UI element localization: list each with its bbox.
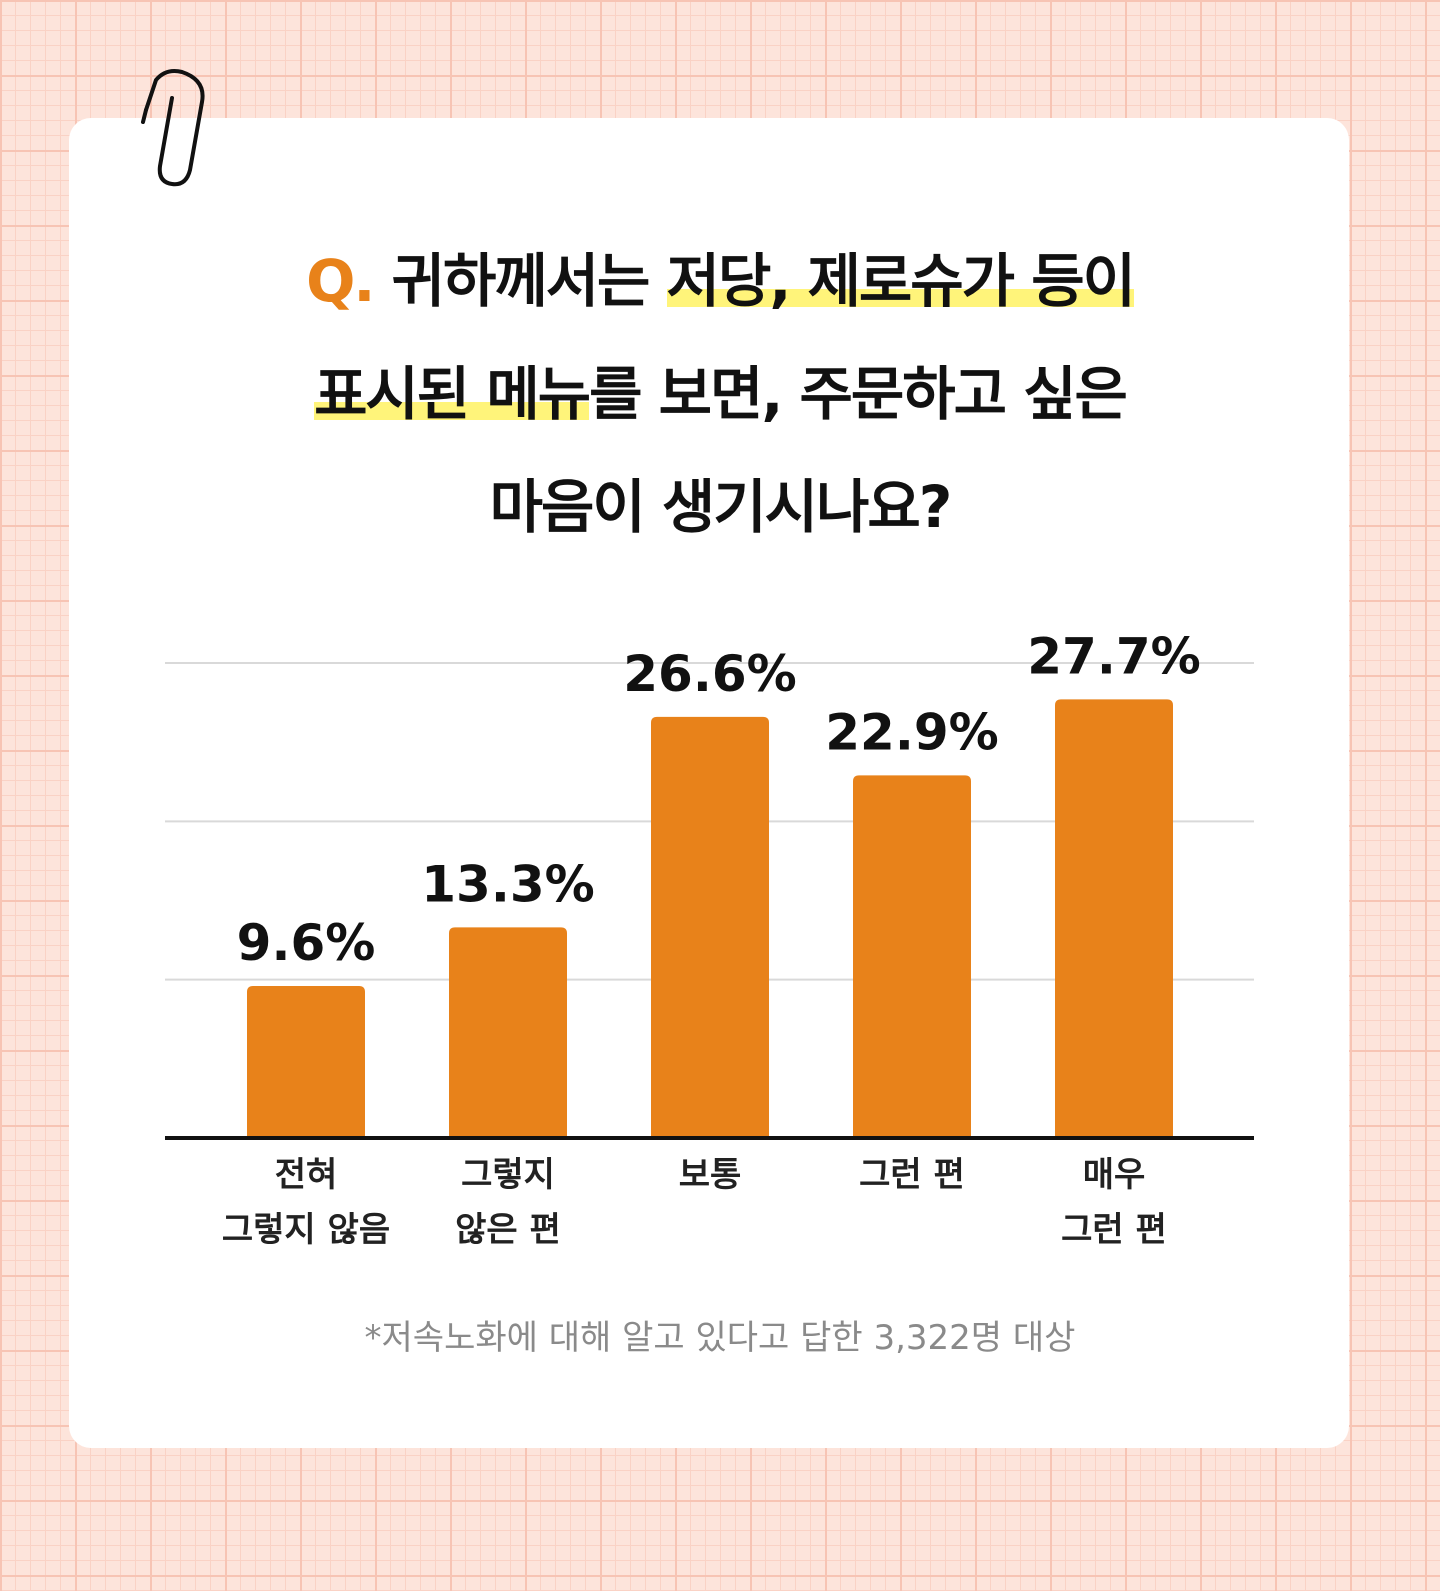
value-label: 27.7% bbox=[1027, 627, 1200, 685]
title-part: 귀하께서는 bbox=[391, 247, 651, 315]
bar bbox=[1055, 699, 1173, 1138]
bar bbox=[853, 775, 971, 1138]
value-label: 22.9% bbox=[825, 703, 998, 761]
title-part: 마음이 생기시나요? bbox=[489, 473, 953, 541]
x-tick-label: 그런 편 bbox=[859, 1155, 965, 1195]
x-tick-label: 보통 bbox=[678, 1155, 742, 1195]
value-label: 13.3% bbox=[421, 855, 594, 913]
paperclip bbox=[141, 69, 205, 187]
bar bbox=[449, 927, 567, 1138]
x-tick-label: 전혀 그렇지 않음 bbox=[221, 1155, 391, 1250]
x-tick-label: 매우 그런 편 bbox=[1061, 1155, 1167, 1250]
title-highlight: 표시된 메뉴 bbox=[314, 360, 591, 428]
value-label: 9.6% bbox=[237, 914, 376, 972]
x-tick-label: 그렇지 않은 편 bbox=[455, 1155, 561, 1250]
bar bbox=[247, 986, 365, 1138]
title-prefix: Q. bbox=[306, 247, 375, 315]
title-part: 를 보면, 주문하고 싶은 bbox=[589, 360, 1128, 428]
title-highlight: 저당, 제로슈가 등이 bbox=[666, 247, 1136, 315]
bar bbox=[651, 716, 769, 1138]
value-label: 26.6% bbox=[623, 645, 796, 703]
footnote: *저속노화에 대해 알고 있다고 답한 3,322명 대상 bbox=[364, 1318, 1076, 1358]
